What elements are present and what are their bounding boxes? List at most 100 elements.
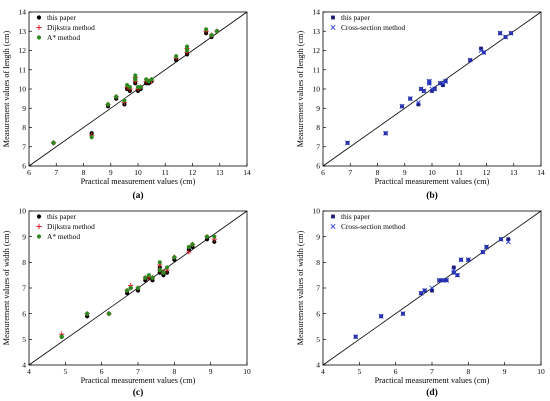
y-tick-label: 5 [316,335,320,344]
panel-d: 4 5 6 7 8 9 10 4 5 6 7 8 9 10 Practical measurement va… [296,207,545,398]
data-point [422,288,428,294]
data-point [407,96,413,102]
x-tick-label: 6 [394,367,398,376]
data-point [128,285,133,291]
y-tick-label: 4 [22,361,26,370]
x-tick-label: 13 [510,168,518,177]
x-tick-label: 7 [430,367,434,376]
y-tick-label: 7 [316,142,320,151]
panel-caption: (a) [132,190,143,201]
x-tick-label: 8 [172,367,176,376]
panel-caption: (b) [426,190,438,201]
data-point [85,311,90,316]
data-point [186,249,192,255]
series-dijkstra-method [59,234,217,337]
x-tick-label: 11 [162,168,169,177]
data-point [481,49,487,55]
legend-marker [36,234,42,239]
data-point [114,94,119,99]
data-point [503,34,509,40]
data-point [429,285,435,291]
data-point [122,98,127,103]
legend-marker [36,223,42,230]
legend-label: this paper [47,212,76,221]
legend-label: this paper [341,13,370,22]
x-tick-label: 10 [243,367,251,376]
data-point [418,86,424,92]
data-point [209,33,214,38]
data-point [172,255,177,260]
x-tick-label: 6 [100,367,104,376]
y-axis-label: Measurement values of width (cm) [2,230,11,345]
y-tick-label: 7 [22,142,26,151]
panel-caption: (d) [426,387,438,398]
data-point [143,275,148,280]
legend-marker [36,15,42,20]
legend-marker [36,214,42,219]
data-point [480,249,486,255]
x-tick-label: 9 [403,168,407,177]
y-tick-label: 10 [313,207,321,216]
y-axis-label: Measurement values of width (cm) [296,230,305,345]
legend-label: Cross-section method [341,23,406,32]
x-axis-label: Practical measurement values (cm) [81,376,196,385]
panel-caption: (c) [133,387,144,398]
data-point [436,277,442,283]
series-cross-section-method [345,30,514,146]
data-point [378,313,384,319]
data-point [421,88,427,94]
x-tick-label: 8 [466,367,470,376]
panel-a: 6 7 8 9 10 11 12 13 14 6 7 8 9 10 11 12 13 14 Practical me… [2,8,251,201]
data-point [497,30,503,36]
y-tick-label: 10 [313,85,321,94]
y-tick-label: 6 [316,162,320,171]
y-tick-label: 8 [316,123,320,132]
y-tick-label: 4 [316,361,320,370]
x-tick-label: 11 [456,168,463,177]
legend-marker [36,24,42,31]
x-tick-label: 7 [54,168,58,177]
data-point [345,140,351,146]
series-dijkstra-method [50,28,220,146]
data-point [416,102,421,107]
data-point [478,47,484,54]
data-point [157,260,162,265]
data-point [426,78,432,84]
x-tick-label: 12 [189,168,197,177]
data-point [138,84,143,90]
y-tick-label: 14 [19,8,27,17]
data-point [133,77,138,82]
data-point [415,99,421,105]
x-tick-label: 14 [537,168,545,177]
y-axis-label: Measurement values of length (cm) [2,31,11,148]
y-tick-label: 9 [22,232,26,241]
data-point [135,285,141,291]
data-point [106,311,112,316]
data-point [451,270,457,276]
y-tick-label: 12 [313,46,321,55]
data-point [483,244,490,250]
legend-label: Cross-section method [341,222,406,231]
y-tick-label: 5 [22,335,26,344]
data-point [184,48,190,53]
data-point [59,334,64,339]
data-point [444,277,450,283]
panel-b: 6 7 8 9 10 11 12 13 14 6 7 8 9 10 11 12 13 14 Practical me… [296,8,545,201]
data-point [498,236,504,242]
data-point [400,311,406,317]
data-point [441,83,445,88]
data-point [51,140,56,145]
series-this-paper [51,29,220,145]
data-point [212,234,217,239]
data-point [432,86,438,92]
x-tick-label: 10 [134,168,142,177]
y-tick-label: 9 [316,104,320,113]
legend-marker [331,15,335,20]
x-tick-label: 10 [537,367,545,376]
data-point [451,265,456,270]
data-point [440,80,446,86]
data-point [383,130,389,136]
data-point [214,29,220,34]
